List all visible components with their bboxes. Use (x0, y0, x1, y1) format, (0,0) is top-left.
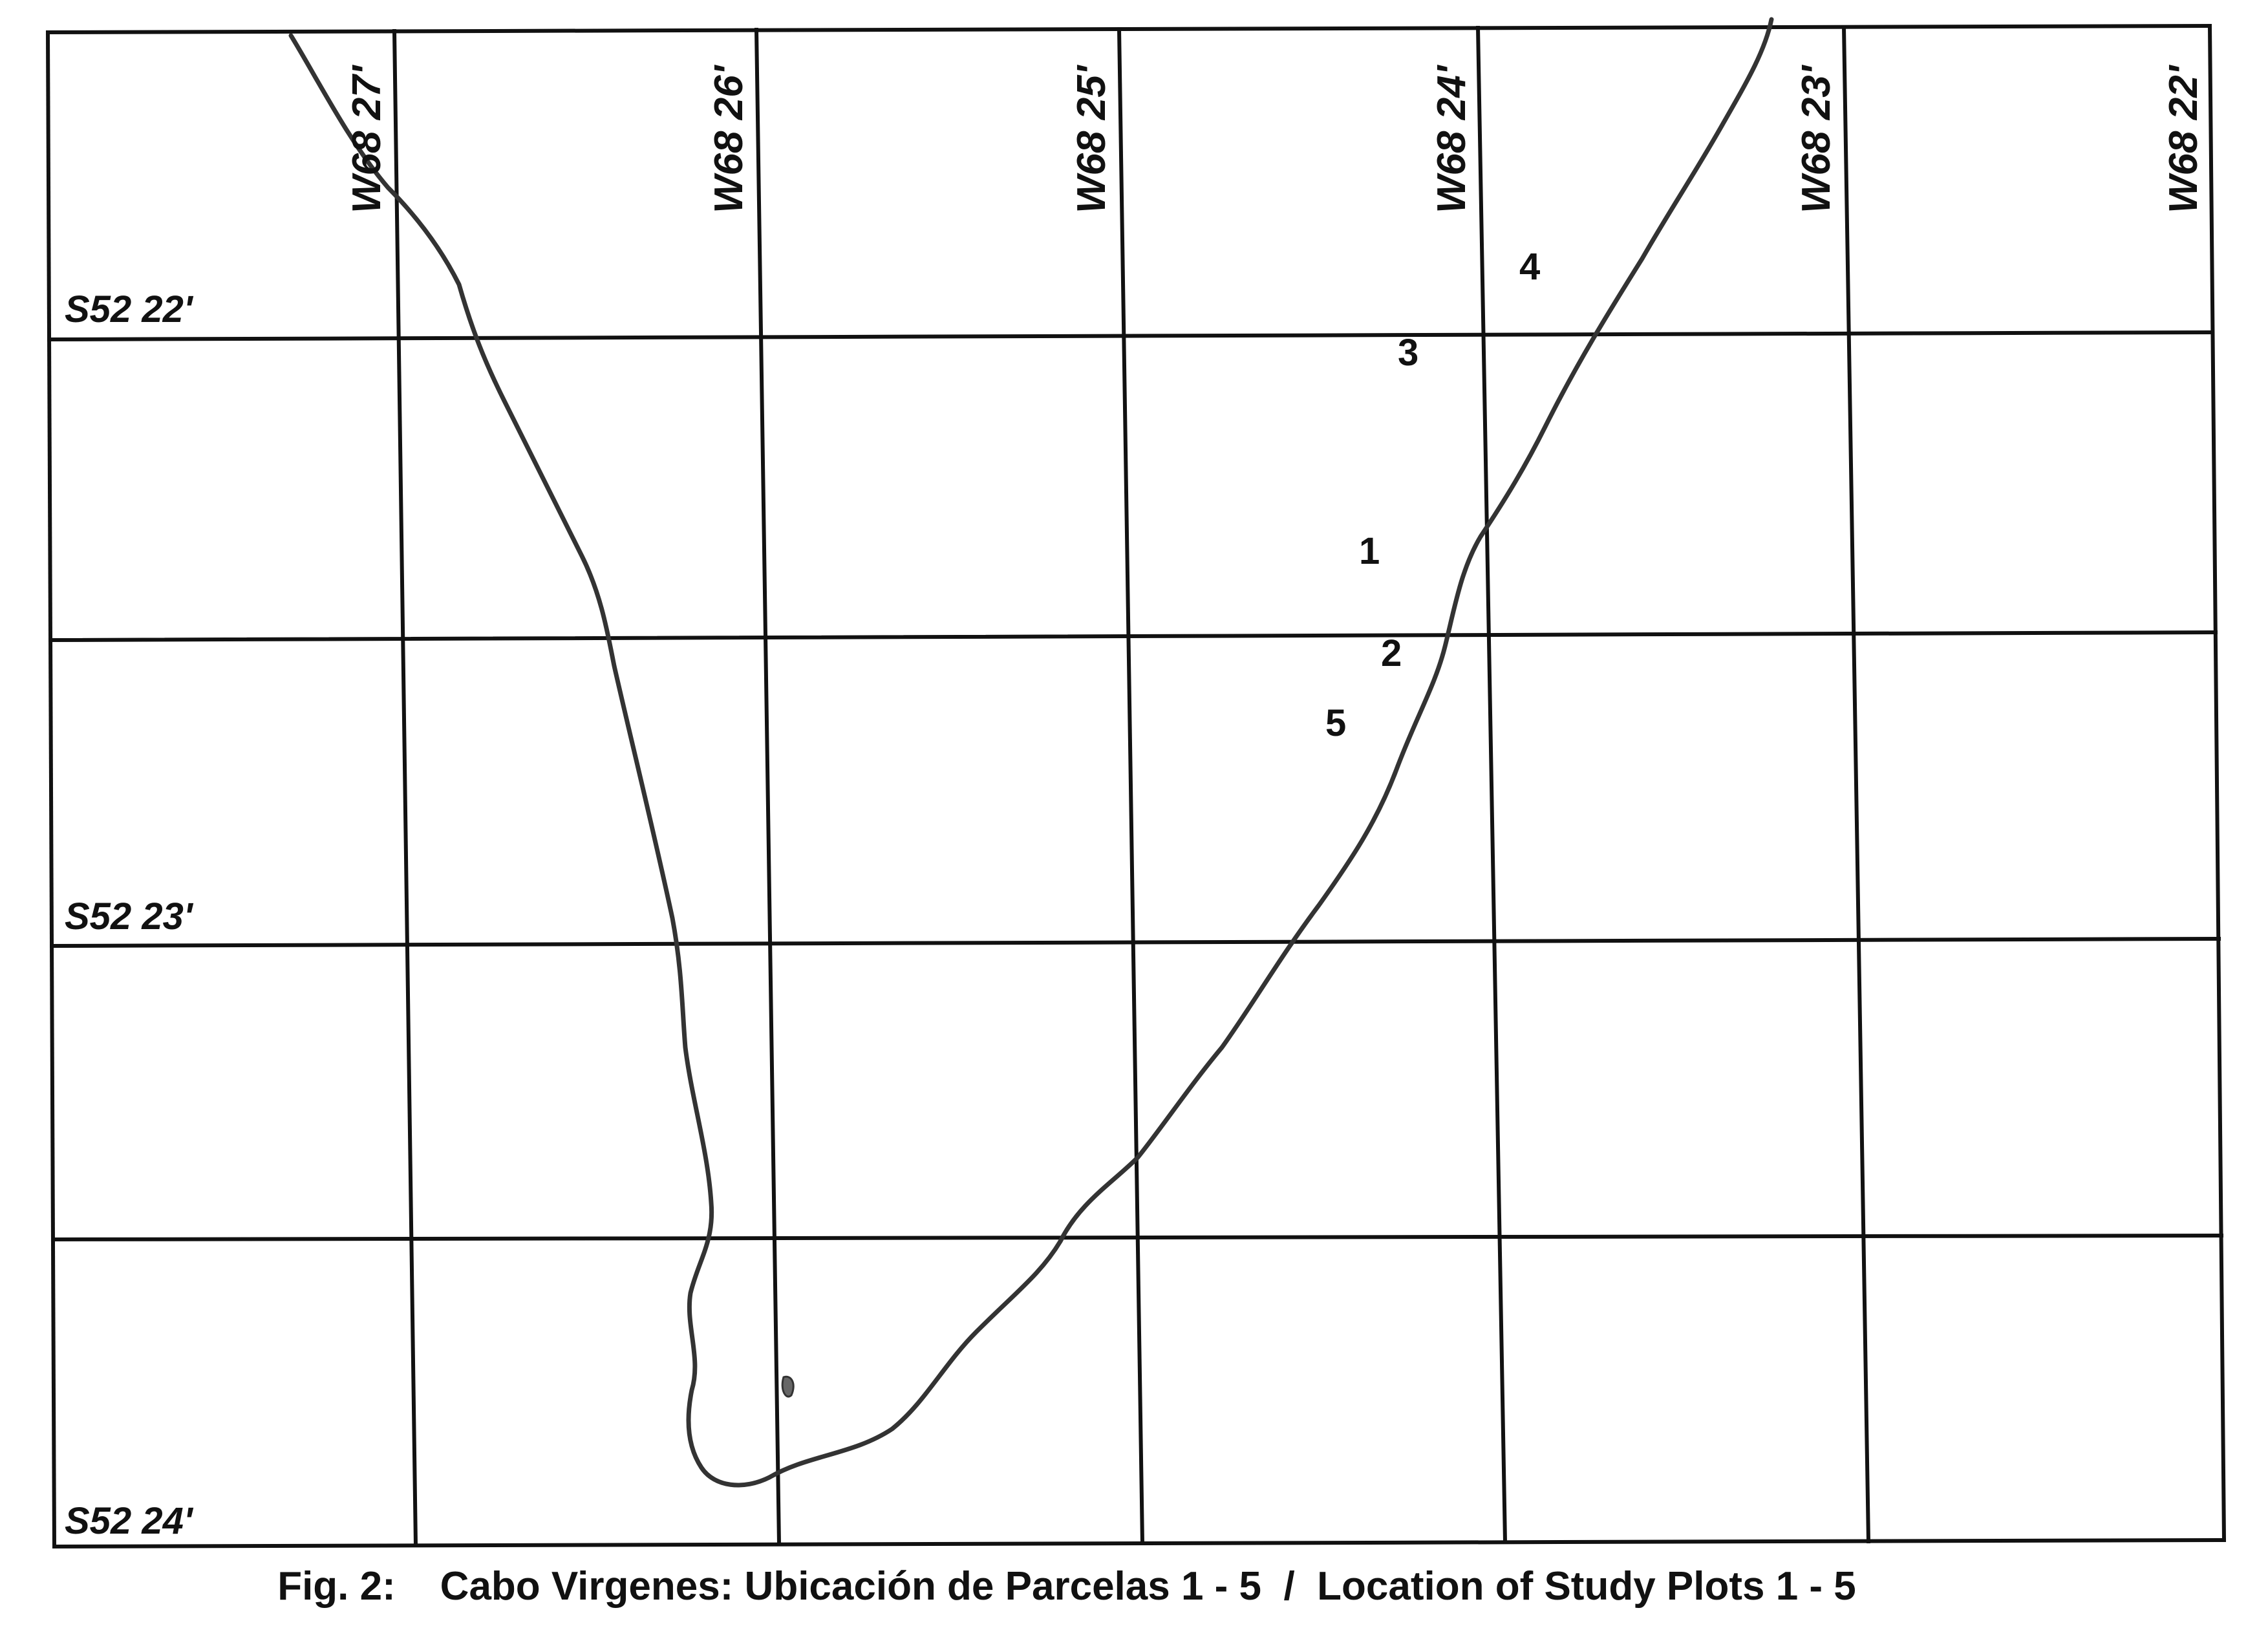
caption-spacer (396, 1564, 440, 1609)
longitude-labels: W68 27' W68 26' W68 25' W68 24' W68 23' … (345, 64, 2206, 213)
latitude-label: S52 24' (65, 1500, 194, 1542)
grid-col-line (392, 28, 418, 1548)
grid-row-line (48, 630, 2218, 643)
grid-col-line (1475, 25, 1508, 1545)
caption-figure-number: Fig. 2: (277, 1564, 396, 1609)
latitude-labels: S52 22' S52 23' S52 24' (65, 288, 194, 1542)
latitude-label: S52 22' (65, 288, 194, 330)
grid-col-line (754, 27, 782, 1547)
map-frame-top (45, 23, 2212, 35)
study-plot-labels: 1 2 3 4 5 (1325, 246, 1540, 744)
small-islet (781, 1375, 795, 1398)
figure-caption: Fig. 2: Cabo Virgenes: Ubicación de Parc… (0, 1563, 2134, 1609)
longitude-label: W68 24' (1429, 64, 1474, 213)
plot-label-3: 3 (1398, 332, 1418, 374)
longitude-label: W68 27' (345, 64, 389, 213)
coastline (288, 17, 1774, 1488)
grid-row-line (47, 330, 2215, 342)
latitude-label: S52 23' (65, 895, 194, 938)
grid-col-line (1841, 25, 1871, 1544)
grid-col-line (1117, 27, 1145, 1546)
caption-text: Cabo Virgenes: Ubicación de Parcelas 1 -… (440, 1564, 1856, 1609)
longitude-label: W68 25' (1069, 64, 1114, 213)
longitude-label: W68 22' (2161, 64, 2206, 213)
longitude-label: W68 23' (1794, 64, 1839, 213)
plot-label-5: 5 (1325, 702, 1346, 744)
plot-label-2: 2 (1381, 632, 1402, 674)
map-frame-bottom (52, 1538, 2227, 1549)
plot-label-1: 1 (1359, 530, 1380, 572)
grid-row-line (49, 936, 2221, 948)
grid (45, 23, 2227, 1549)
map-frame-left (45, 30, 57, 1549)
longitude-label: W68 26' (707, 64, 751, 213)
map-frame-right (2207, 23, 2227, 1543)
plot-label-4: 4 (1519, 246, 1540, 288)
